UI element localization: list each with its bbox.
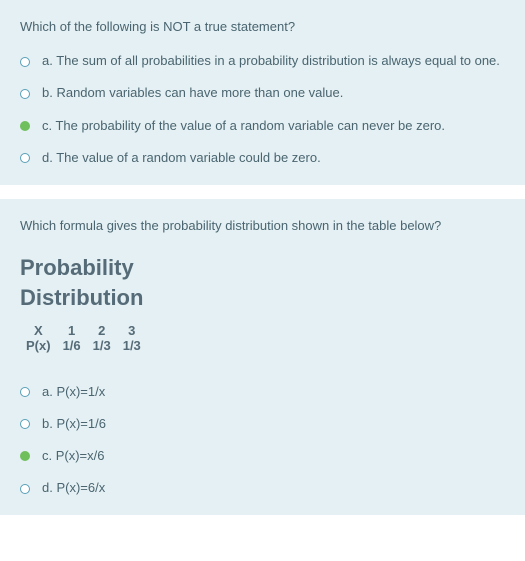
question-2: Which formula gives the probability dist…	[0, 199, 525, 515]
q2-option-d[interactable]: d. P(x)=6/x	[20, 479, 505, 497]
radio-icon[interactable]	[20, 387, 30, 397]
probability-table: X 1 2 3 P(x) 1/6 1/3 1/3	[20, 323, 147, 353]
radio-icon[interactable]	[20, 484, 30, 494]
cell: 1/6	[57, 338, 87, 353]
cell: 1/3	[117, 338, 147, 353]
option-label: c. The probability of the value of a ran…	[42, 117, 445, 135]
radio-icon[interactable]	[20, 153, 30, 163]
option-label: d. The value of a random variable could …	[42, 149, 321, 167]
cell: 1/3	[87, 338, 117, 353]
table-row: X 1 2 3	[20, 323, 147, 338]
row-label: P(x)	[20, 338, 57, 353]
cell: 1	[57, 323, 87, 338]
radio-icon[interactable]	[20, 121, 30, 131]
table-row: P(x) 1/6 1/3 1/3	[20, 338, 147, 353]
radio-icon[interactable]	[20, 57, 30, 67]
q2-option-a[interactable]: a. P(x)=1/x	[20, 383, 505, 401]
option-label: a. P(x)=1/x	[42, 383, 105, 401]
q2-option-b[interactable]: b. P(x)=1/6	[20, 415, 505, 433]
option-label: c. P(x)=x/6	[42, 447, 105, 465]
question-2-stem: Which formula gives the probability dist…	[20, 217, 505, 235]
table-title: Probability Distribution	[20, 253, 150, 312]
q2-option-c[interactable]: c. P(x)=x/6	[20, 447, 505, 465]
q1-option-b[interactable]: b. Random variables can have more than o…	[20, 84, 505, 102]
radio-icon[interactable]	[20, 419, 30, 429]
question-1-stem: Which of the following is NOT a true sta…	[20, 18, 505, 36]
q1-option-d[interactable]: d. The value of a random variable could …	[20, 149, 505, 167]
row-label: X	[20, 323, 57, 338]
radio-icon[interactable]	[20, 451, 30, 461]
option-label: a. The sum of all probabilities in a pro…	[42, 52, 500, 70]
probability-table-block: Probability Distribution X 1 2 3 P(x) 1/…	[20, 253, 505, 352]
option-label: d. P(x)=6/x	[42, 479, 105, 497]
question-1: Which of the following is NOT a true sta…	[0, 0, 525, 185]
option-label: b. P(x)=1/6	[42, 415, 106, 433]
option-label: b. Random variables can have more than o…	[42, 84, 343, 102]
q1-option-a[interactable]: a. The sum of all probabilities in a pro…	[20, 52, 505, 70]
radio-icon[interactable]	[20, 89, 30, 99]
cell: 3	[117, 323, 147, 338]
q1-option-c[interactable]: c. The probability of the value of a ran…	[20, 117, 505, 135]
cell: 2	[87, 323, 117, 338]
